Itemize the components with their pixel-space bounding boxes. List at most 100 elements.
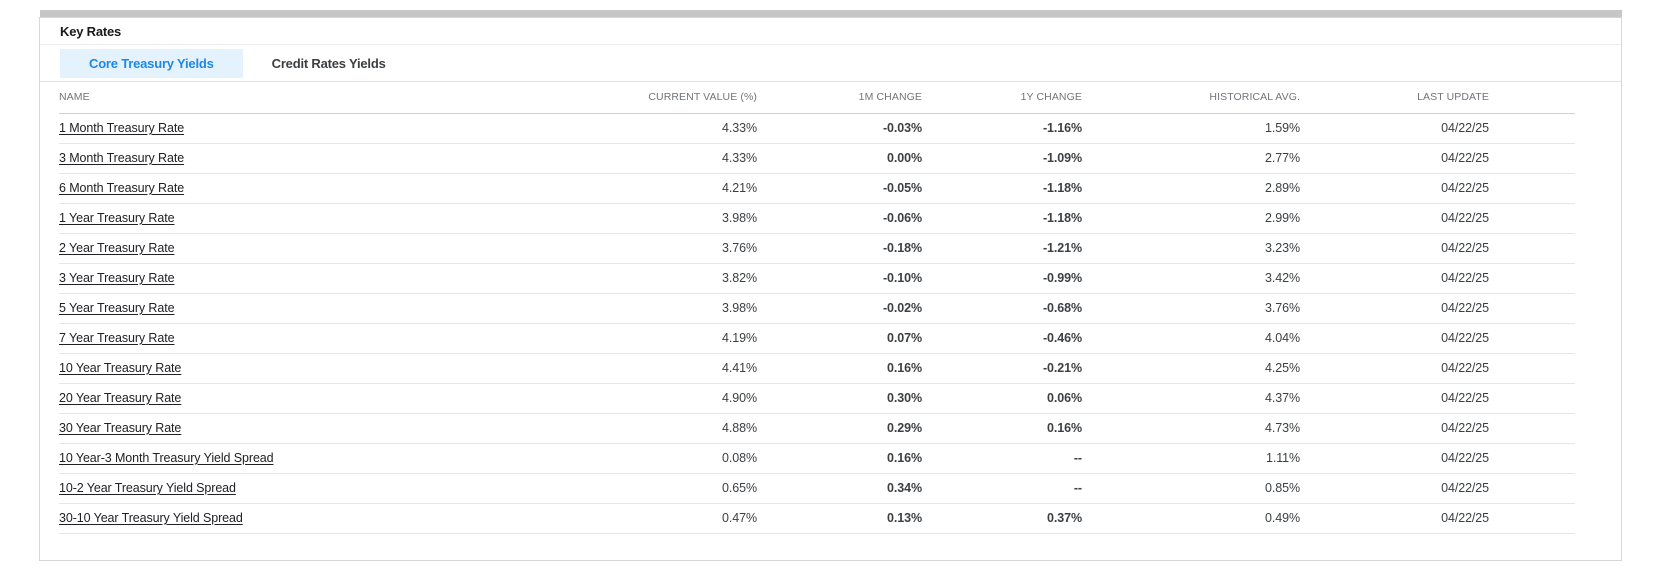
top-scroll-bar [40,10,1622,17]
rate-name-link[interactable]: 20 Year Treasury Rate [59,391,182,405]
change-1m-cell: 0.30% [757,383,922,414]
rate-name-link[interactable]: 10-2 Year Treasury Yield Spread [59,481,236,495]
table-row: 7 Year Treasury Rate 4.19% 0.07% -0.46% 4.04… [59,323,1575,354]
col-header-historical-avg: HISTORICAL AVG. [1082,82,1300,114]
table-row: 30 Year Treasury Rate 4.88% 0.29% 0.16% 4.73… [59,413,1575,444]
last-update-cell: 04/22/25 [1300,323,1575,354]
tab-credit-rates-yields[interactable]: Credit Rates Yields [271,55,386,71]
historical-avg-cell: 4.73% [1082,413,1300,444]
change-1y-cell: -0.68% [922,293,1082,324]
current-value-cell: 3.82% [459,263,757,294]
change-1y-cell: 0.16% [922,413,1082,444]
last-update-cell: 04/22/25 [1300,203,1575,234]
last-update-cell: 04/22/25 [1300,413,1575,444]
change-1m-cell: -0.18% [757,233,922,264]
last-update-cell: 04/22/25 [1300,383,1575,414]
rate-name-cell: 30 Year Treasury Rate [59,413,459,444]
rates-table: NAME CURRENT VALUE (%) 1M CHANGE 1Y CHAN… [59,82,1575,534]
rate-name-cell: 10 Year Treasury Rate [59,353,459,384]
current-value-cell: 4.90% [459,383,757,414]
table-row: 2 Year Treasury Rate 3.76% -0.18% -1.21% 3.2… [59,233,1575,264]
last-update-cell: 04/22/25 [1300,473,1575,504]
historical-avg-cell: 4.37% [1082,383,1300,414]
last-update-cell: 04/22/25 [1300,443,1575,474]
historical-avg-cell: 2.77% [1082,143,1300,174]
change-1y-cell: 0.37% [922,503,1082,534]
rates-table-body: 1 Month Treasury Rate 4.33% -0.03% -1.16% 1.… [59,113,1575,534]
last-update-cell: 04/22/25 [1300,353,1575,384]
change-1m-cell: 0.13% [757,503,922,534]
historical-avg-cell: 1.59% [1082,113,1300,144]
current-value-cell: 4.21% [459,173,757,204]
change-1y-cell: -1.18% [922,173,1082,204]
rate-name-link[interactable]: 30 Year Treasury Rate [59,421,182,435]
col-header-name: NAME [59,82,459,114]
current-value-cell: 4.19% [459,323,757,354]
change-1m-cell: -0.03% [757,113,922,144]
last-update-cell: 04/22/25 [1300,503,1575,534]
table-row: 20 Year Treasury Rate 4.90% 0.30% 0.06% 4.37… [59,383,1575,414]
table-row: 10 Year-3 Month Treasury Yield Spread 0.0… [59,443,1575,474]
table-row: 1 Month Treasury Rate 4.33% -0.03% -1.16% 1.… [59,113,1575,144]
change-1y-cell: -1.18% [922,203,1082,234]
rate-name-link[interactable]: 3 Month Treasury Rate [59,151,185,165]
rate-name-link[interactable]: 30-10 Year Treasury Yield Spread [59,511,243,525]
last-update-cell: 04/22/25 [1300,233,1575,264]
change-1m-cell: 0.00% [757,143,922,174]
col-header-last-update: LAST UPDATE [1300,82,1575,114]
change-1m-cell: -0.02% [757,293,922,324]
historical-avg-cell: 0.49% [1082,503,1300,534]
historical-avg-cell: 3.23% [1082,233,1300,264]
current-value-cell: 3.76% [459,233,757,264]
rate-name-cell: 5 Year Treasury Rate [59,293,459,324]
change-1y-cell: -- [922,443,1082,474]
col-header-1m-change: 1M CHANGE [757,82,922,114]
col-header-current-value: CURRENT VALUE (%) [459,82,757,114]
table-row: 10 Year Treasury Rate 4.41% 0.16% -0.21% 4.2… [59,353,1575,384]
rate-name-cell: 2 Year Treasury Rate [59,233,459,264]
historical-avg-cell: 4.04% [1082,323,1300,354]
table-row: 6 Month Treasury Rate 4.21% -0.05% -1.18% 2.… [59,173,1575,204]
panel-title-row: Key Rates [40,18,1621,45]
rate-name-link[interactable]: 1 Year Treasury Rate [59,211,175,225]
change-1m-cell: -0.10% [757,263,922,294]
rate-name-link[interactable]: 6 Month Treasury Rate [59,181,185,195]
current-value-cell: 4.33% [459,113,757,144]
historical-avg-cell: 3.42% [1082,263,1300,294]
change-1y-cell: -0.46% [922,323,1082,354]
last-update-cell: 04/22/25 [1300,173,1575,204]
rate-name-link[interactable]: 2 Year Treasury Rate [59,241,175,255]
rate-name-link[interactable]: 5 Year Treasury Rate [59,301,175,315]
rate-name-link[interactable]: 10 Year Treasury Rate [59,361,182,375]
table-row: 10-2 Year Treasury Yield Spread 0.65% 0.34… [59,473,1575,504]
table-row: 3 Year Treasury Rate 3.82% -0.10% -0.99% 3.4… [59,263,1575,294]
rate-name-link[interactable]: 7 Year Treasury Rate [59,331,175,345]
rate-name-link[interactable]: 3 Year Treasury Rate [59,271,175,285]
last-update-cell: 04/22/25 [1300,293,1575,324]
change-1y-cell: -1.21% [922,233,1082,264]
rate-name-cell: 20 Year Treasury Rate [59,383,459,414]
change-1y-cell: -- [922,473,1082,504]
rate-name-cell: 3 Month Treasury Rate [59,143,459,174]
rate-name-cell: 30-10 Year Treasury Yield Spread [59,503,459,534]
change-1m-cell: -0.05% [757,173,922,204]
change-1m-cell: 0.16% [757,353,922,384]
page-title: Key Rates [60,23,122,39]
historical-avg-cell: 0.85% [1082,473,1300,504]
historical-avg-cell: 2.89% [1082,173,1300,204]
historical-avg-cell: 2.99% [1082,203,1300,234]
change-1y-cell: -1.09% [922,143,1082,174]
rate-name-cell: 1 Year Treasury Rate [59,203,459,234]
change-1m-cell: 0.16% [757,443,922,474]
table-row: 30-10 Year Treasury Yield Spread 0.47% 0.1… [59,503,1575,534]
historical-avg-cell: 1.11% [1082,443,1300,474]
tab-core-treasury-yields[interactable]: Core Treasury Yields [60,48,243,78]
table-row: 3 Month Treasury Rate 4.33% 0.00% -1.09% 2.7… [59,143,1575,174]
current-value-cell: 0.65% [459,473,757,504]
current-value-cell: 3.98% [459,293,757,324]
rate-name-link[interactable]: 1 Month Treasury Rate [59,121,185,135]
tabs-row: Core Treasury Yields Credit Rates Yields [40,45,1621,82]
change-1m-cell: 0.29% [757,413,922,444]
rate-name-link[interactable]: 10 Year-3 Month Treasury Yield Spread [59,451,274,465]
last-update-cell: 04/22/25 [1300,263,1575,294]
